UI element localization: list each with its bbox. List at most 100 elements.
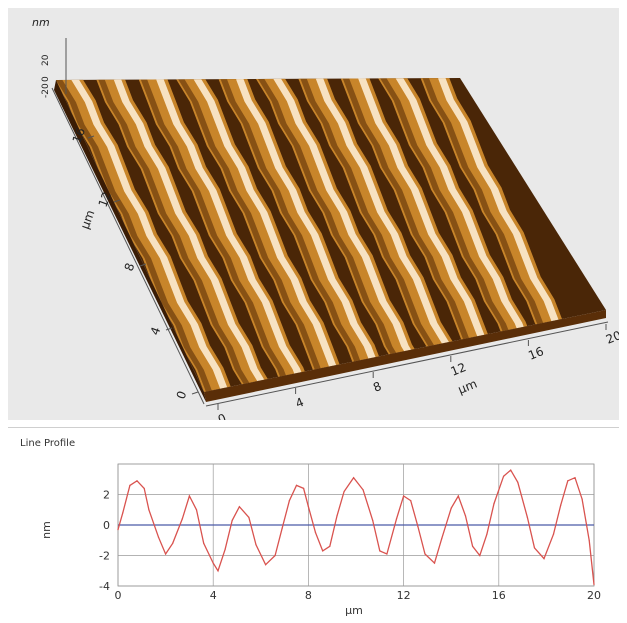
profile-data-point — [581, 498, 583, 500]
surface-ridge-highlight — [193, 78, 351, 392]
profile-data-point — [129, 484, 131, 486]
profile-data-point — [303, 487, 305, 489]
profile-data-point — [288, 500, 290, 502]
profile-data-point — [188, 495, 190, 497]
line-profile-title: Line Profile — [20, 438, 75, 449]
profile-data-point — [526, 516, 529, 518]
z-tick-label: 0 — [41, 76, 51, 82]
profile-data-point — [157, 536, 160, 538]
x-tick-label: 0 — [216, 411, 228, 420]
profile-data-point — [433, 562, 436, 564]
profile-data-point — [395, 518, 398, 520]
surface-ridge-highlight — [71, 79, 229, 392]
x-tick-label: 4 — [210, 589, 217, 602]
y-tick-mark — [165, 327, 173, 331]
x-tick-label: 8 — [305, 589, 312, 602]
y-tick-label: 8 — [122, 261, 138, 273]
line-profile-panel: Line Profile nm µm 0 4 8 12 16 20 -4 -2 0 2 — [8, 427, 619, 618]
profile-data-point — [295, 484, 298, 486]
y-tick-mark — [139, 263, 147, 267]
profile-data-point — [441, 538, 443, 540]
profile-data-point — [403, 495, 405, 497]
profile-data-point — [588, 539, 590, 541]
y-tick-label: 16 — [70, 126, 88, 145]
profile-data-point — [517, 481, 519, 483]
profile-data-point — [472, 545, 474, 547]
x-tick-label: 0 — [115, 589, 122, 602]
profile-data-point — [543, 558, 545, 560]
y-tick-label: 0 — [103, 519, 110, 532]
y-tick-label: -2 — [99, 550, 110, 563]
surface-ridge-shadow — [342, 78, 495, 391]
profile-data-point — [122, 512, 124, 514]
profile-data-point — [255, 544, 257, 546]
profile-data-point — [424, 553, 426, 555]
y-tick-mark — [113, 199, 121, 203]
x-tick-label: 16 — [526, 344, 545, 363]
profile-data-point — [281, 527, 283, 529]
profile-data-point — [362, 489, 364, 491]
profile-data-point — [479, 554, 481, 557]
profile-data-point — [593, 583, 595, 586]
surface-ridge-shadow — [380, 78, 537, 391]
surface-ridge-highlight — [236, 78, 389, 392]
surface-ridge-shadow — [422, 78, 574, 391]
y-tick-mark — [87, 135, 95, 139]
profile-data-point — [212, 562, 214, 564]
profile-data-point — [372, 519, 374, 521]
x-tick-label: 16 — [492, 589, 506, 602]
profile-data-point — [493, 503, 495, 505]
surface-ridge-highlight — [315, 78, 473, 391]
surface-ridge-highlight — [438, 78, 591, 391]
profile-data-point — [457, 495, 459, 497]
z-tick-label: 20 — [41, 54, 51, 66]
y-tick-label: 2 — [103, 489, 110, 502]
profile-data-point — [503, 475, 505, 477]
y-tick-label: 12 — [96, 190, 114, 209]
surface-ridge-highlight — [273, 78, 431, 391]
y-tick-label: 0 — [174, 389, 190, 401]
profile-data-point — [574, 477, 576, 479]
profile-data-point — [450, 507, 452, 509]
profile-data-point — [560, 504, 562, 506]
surface-ridge-shadow — [220, 79, 372, 392]
surface-ridge-highlight — [395, 78, 553, 391]
surface-front-face — [204, 310, 606, 402]
y-axis-title: µm — [78, 208, 98, 231]
surface-ridge-shadow — [300, 78, 457, 391]
y-tick-mark — [191, 391, 199, 395]
profile-data-point — [248, 516, 250, 518]
profile-data-point — [203, 542, 205, 544]
surface-plot-panel: 0 4 8 12 16 20 µm 0 4 8 12 16 µm nm 20 0 -20 — [8, 8, 623, 427]
profile-data-point — [143, 487, 145, 489]
profile-data-point — [265, 564, 267, 566]
profile-data-point — [410, 500, 412, 502]
x-axis-line — [205, 321, 609, 407]
profile-data-point — [231, 519, 233, 521]
profile-data-point — [533, 547, 536, 549]
surface-ridge-shadow — [140, 79, 293, 392]
profile-data-point — [217, 570, 219, 572]
surface-left-face — [54, 80, 206, 402]
y-axis-label: nm — [40, 521, 53, 539]
x-tick-label: 4 — [293, 395, 305, 411]
profile-data-point — [353, 477, 355, 479]
profile-data-point — [172, 542, 174, 544]
profile-data-point — [274, 554, 276, 557]
profile-data-point — [379, 550, 381, 552]
profile-data-point — [314, 532, 317, 534]
profile-data-point — [567, 480, 569, 482]
profile-data-point — [148, 509, 150, 511]
profile-data-point — [117, 529, 119, 531]
profile-data-point — [224, 548, 226, 550]
profile-data-point — [343, 490, 345, 493]
x-axis-label: µm — [345, 604, 363, 617]
line-profile-chart: Line Profile nm µm 0 4 8 12 16 20 -4 -2 0 2 — [20, 438, 601, 617]
profile-data-point — [181, 518, 183, 520]
profile-data-point — [195, 509, 198, 511]
x-tick-label: 20 — [604, 328, 619, 347]
profile-data-point — [165, 553, 167, 555]
x-tick-label: 20 — [587, 589, 601, 602]
profile-data-point — [386, 553, 388, 555]
profile-data-point — [329, 545, 331, 547]
